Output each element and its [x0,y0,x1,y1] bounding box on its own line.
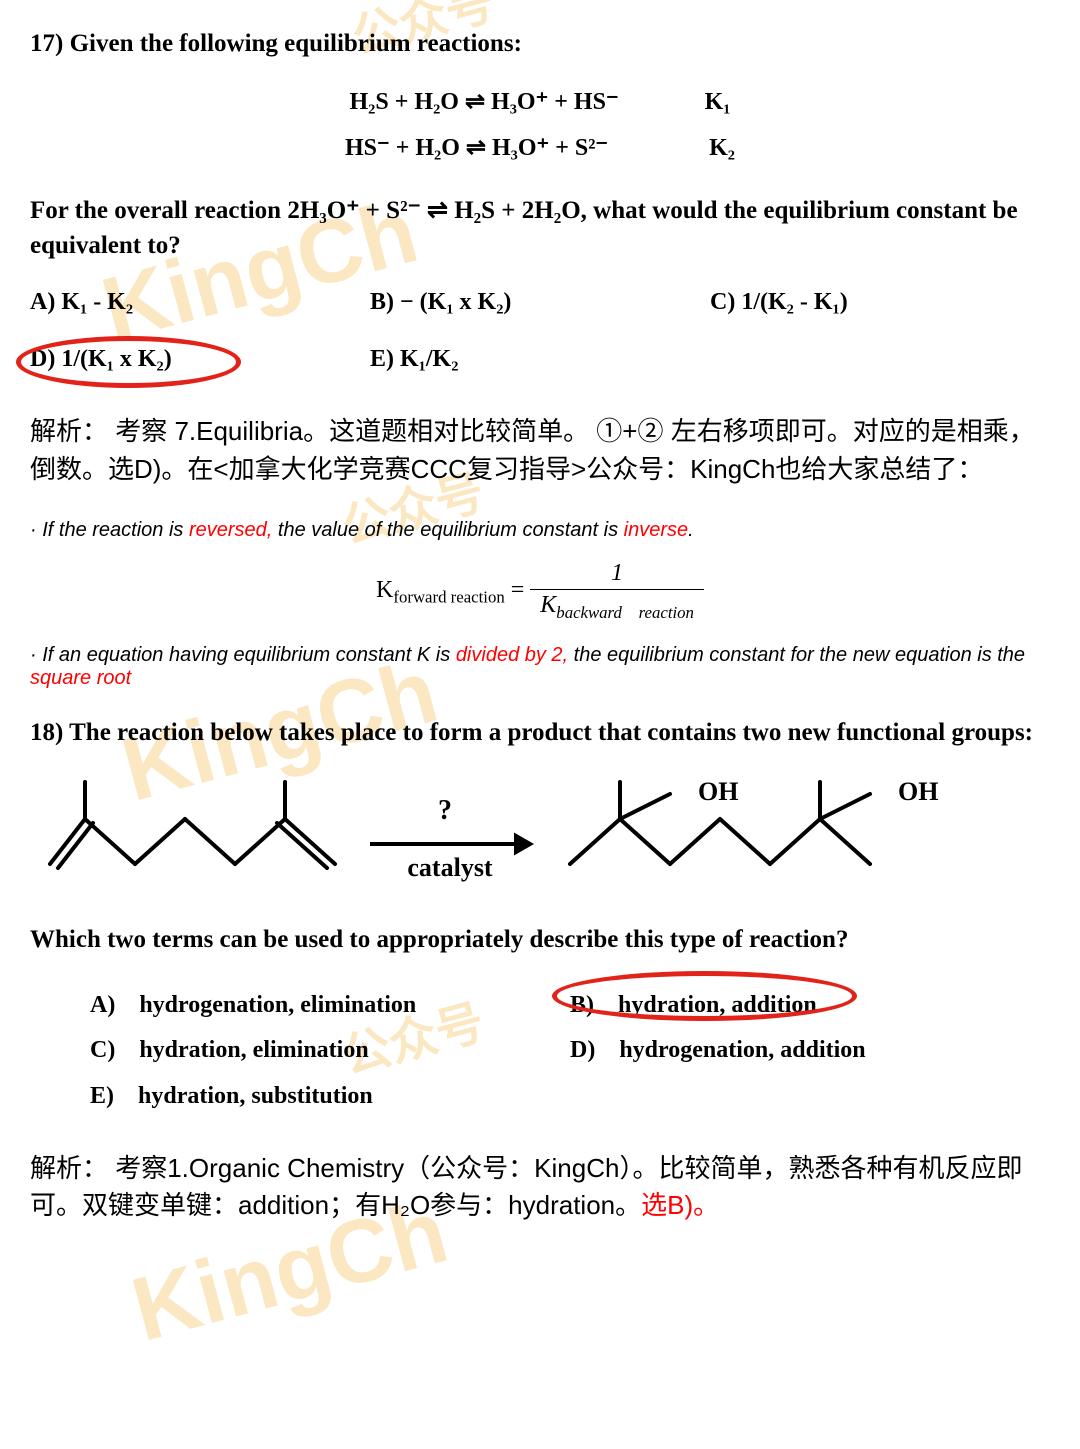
q18-stem: 18) The reaction below takes place to fo… [30,714,1050,752]
arrow-bottom-label: catalyst [407,853,493,882]
q17-optC: C) 1/(K₂ - K₁) [710,289,1050,316]
arrow-top-label: ? [438,795,452,826]
eq2-rhs: H₃O⁺ + S²⁻ [492,135,608,161]
q17-analysis: 解析： 考察 7.Equilibria。这道题相对比较简单。 ①+② 左右移项即… [30,413,1050,488]
eq1-lhs: H₂S + H₂O [350,89,459,115]
eq-arrow: ⇌ [466,135,492,161]
eq1-rhs: H₃O⁺ + HS⁻ [491,89,619,115]
q17-formula: Kforward reaction = 1 Kbackward reaction [30,560,1050,623]
q17-optB: B) − (K₁ x K₂) [370,289,710,316]
q18-options: A) hydrogenation, elimination B) hydrati… [90,983,1050,1120]
q17-equations: H₂S + H₂O ⇌ H₃O⁺ + HS⁻ K₁ HS⁻ + H₂O ⇌ H₃… [30,80,1050,171]
q17-options: A) K₁ - K₂ B) − (K₁ x K₂) C) 1/(K₂ - K₁)… [30,289,1050,373]
q17-optD-text: D) 1/(K₁ x K₂) [30,346,172,372]
q18-optD: D) hydrogenation, addition [570,1028,1050,1074]
eq2-lhs: HS⁻ + H₂O [345,135,460,161]
q18-analysis: 解析： 考察1.Organic Chemistry（公众号：KingCh）。比较… [30,1150,1050,1225]
oh-label-1: OH [698,777,738,806]
q18-optB-text: B) hydration, addition [570,992,817,1018]
q18-reaction-scheme: ? catalyst OH OH [30,764,1050,904]
q18-followup: Which two terms can be used to appropria… [30,922,1050,957]
q18-optE: E) hydration, substitution [90,1074,570,1120]
q17-optA: A) K₁ - K₂ [30,289,370,316]
q18-optA: A) hydrogenation, elimination [90,983,570,1029]
eq1-k: K₁ [705,80,731,126]
q17-note2: · If an equation having equilibrium cons… [30,644,1050,690]
q17-stem: 17) Given the following equilibrium reac… [30,30,1050,58]
eq2-k: K₂ [709,126,735,172]
eq-arrow: ⇌ [465,89,491,115]
oh-label-2: OH [898,777,938,806]
q17-optD: D) 1/(K₁ x K₂) [30,346,370,373]
q17-optE: E) K₁/K₂ [370,346,710,373]
q18-optB: B) hydration, addition [570,983,1050,1029]
q17-followup: For the overall reaction 2H₃O⁺ + S²⁻ ⇌ H… [30,193,1050,263]
q17-note1: · If the reaction is reversed, the value… [30,519,1050,542]
q18-optC: C) hydration, elimination [90,1028,570,1074]
